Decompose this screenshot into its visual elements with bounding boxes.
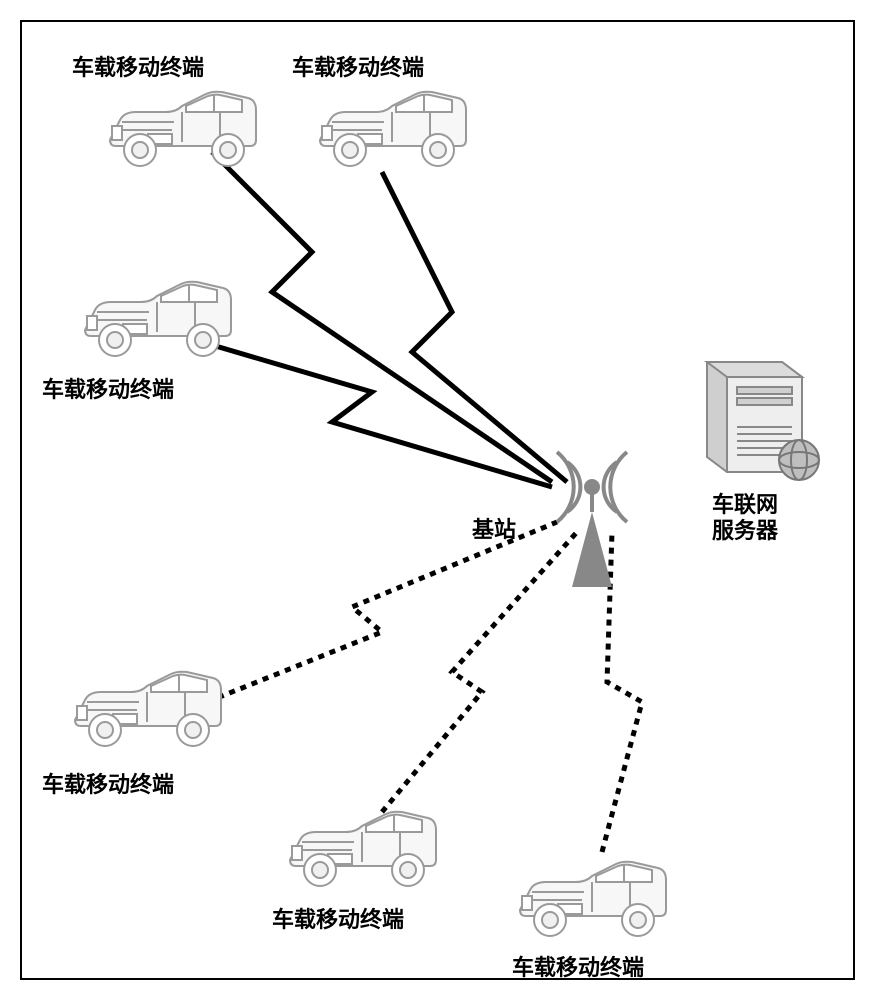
car-icon [102,82,262,172]
link-bolt [202,342,552,487]
car-icon [67,662,227,752]
link-bolt [212,152,552,482]
server-label: 车联网 服务器 [712,492,778,545]
car-icon [512,852,672,942]
server-icon [687,342,827,492]
car-label: 车载移动终端 [42,767,174,799]
car-label: 车载移动终端 [272,902,404,934]
car-label: 车载移动终端 [292,50,424,82]
diagram-frame: 车载移动终端 车载移动终端 车载移动终端 车载移动终端 车载移动终端 车载移动终… [20,20,855,980]
link-bolt [207,522,557,702]
car-label: 车载移动终端 [72,50,204,82]
base-station-label: 基站 [472,512,516,544]
car-icon [77,272,237,362]
car-icon [312,82,472,172]
car-label: 车载移动终端 [512,950,644,982]
base-station-icon [522,422,662,592]
car-icon [282,802,442,892]
car-label: 车载移动终端 [42,372,174,404]
